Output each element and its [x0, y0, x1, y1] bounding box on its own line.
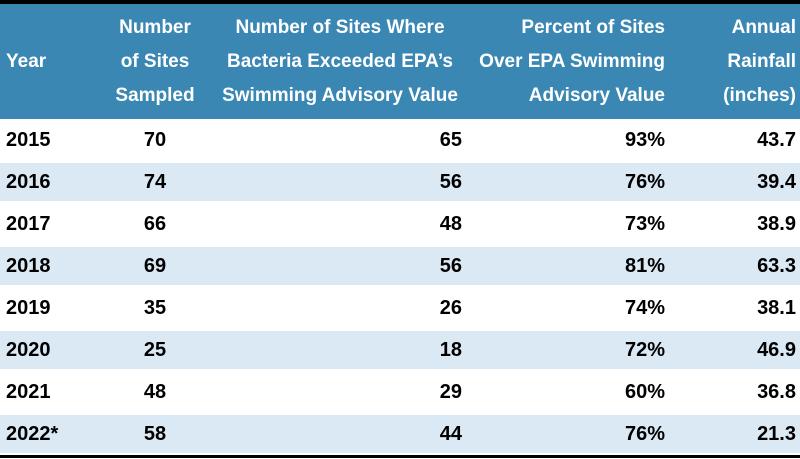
- table-row: 2016 74 56 76% 39.4: [0, 161, 800, 203]
- header-cell-sites-sampled: Number of Sites Sampled: [100, 4, 210, 119]
- header-line: (inches): [723, 84, 796, 106]
- table-row: 2015 70 65 93% 43.7: [0, 119, 800, 161]
- cell-sites-exceeded: 26: [439, 296, 462, 319]
- cell-percent-over: 81%: [624, 254, 665, 277]
- cell-annual-rainfall: 46.9: [757, 338, 796, 361]
- cell-annual-rainfall: 39.4: [757, 170, 796, 193]
- cell-percent-over: 93%: [624, 128, 665, 151]
- header-line: Over EPA Swimming: [479, 50, 665, 72]
- cell-percent-over: 76%: [624, 422, 665, 445]
- header-line: Swimming Advisory Value: [222, 84, 458, 106]
- table-row: 2021 48 29 60% 36.8: [0, 371, 800, 413]
- header-line: Annual: [731, 16, 796, 38]
- cell-sites-sampled: 35: [143, 296, 167, 319]
- cell-percent-over: 73%: [624, 212, 665, 235]
- cell-sites-exceeded: 44: [439, 422, 462, 445]
- table-row: 2019 35 26 74% 38.1: [0, 287, 800, 329]
- cell-year: 2020: [6, 338, 51, 361]
- cell-year: 2022*: [6, 422, 59, 445]
- cell-annual-rainfall: 43.7: [757, 128, 796, 151]
- header-line: Percent of Sites: [521, 16, 665, 38]
- cell-sites-exceeded: 56: [439, 254, 462, 277]
- cell-year: 2021: [6, 380, 51, 403]
- cell-sites-exceeded: 48: [439, 212, 462, 235]
- cell-annual-rainfall: 36.8: [757, 380, 796, 403]
- header-line: of Sites: [120, 50, 190, 72]
- cell-percent-over: 60%: [624, 380, 665, 403]
- cell-annual-rainfall: 38.9: [757, 212, 796, 235]
- cell-sites-sampled: 74: [143, 170, 167, 193]
- cell-sites-sampled: 69: [143, 254, 167, 277]
- cell-annual-rainfall: 21.3: [757, 422, 796, 445]
- cell-sites-sampled: 48: [143, 380, 167, 403]
- header-line: Number of Sites Where: [235, 16, 445, 38]
- header-line: Advisory Value: [528, 84, 665, 106]
- cell-year: 2015: [6, 128, 51, 151]
- cell-year: 2017: [6, 212, 51, 235]
- cell-annual-rainfall: 38.1: [757, 296, 796, 319]
- table-header-row: Year Number of Sites Sampled Number of S…: [0, 4, 800, 119]
- cell-year: 2016: [6, 170, 51, 193]
- cell-sites-exceeded: 65: [439, 128, 462, 151]
- table-row: 2022* 58 44 76% 21.3: [0, 413, 800, 455]
- header-line: Year: [6, 50, 47, 72]
- cell-percent-over: 76%: [624, 170, 665, 193]
- header-line: Bacteria Exceeded EPA’s: [226, 50, 453, 72]
- cell-sites-exceeded: 29: [439, 380, 462, 403]
- cell-percent-over: 74%: [624, 296, 665, 319]
- header-cell-annual-rainfall: Annual Rainfall (inches): [670, 4, 800, 119]
- cell-sites-sampled: 58: [143, 422, 167, 445]
- header-cell-sites-exceeded: Number of Sites Where Bacteria Exceeded …: [210, 4, 470, 119]
- table-row: 2017 66 48 73% 38.9: [0, 203, 800, 245]
- header-line: Sampled: [115, 84, 195, 106]
- cell-sites-exceeded: 18: [439, 338, 462, 361]
- header-line: Rainfall: [727, 50, 796, 72]
- cell-year: 2018: [6, 254, 51, 277]
- cell-percent-over: 72%: [624, 338, 665, 361]
- cell-sites-sampled: 25: [143, 338, 167, 361]
- cell-sites-sampled: 70: [143, 128, 167, 151]
- table-row: 2020 25 18 72% 46.9: [0, 329, 800, 371]
- cell-annual-rainfall: 63.3: [757, 254, 796, 277]
- header-cell-percent-over: Percent of Sites Over EPA Swimming Advis…: [470, 4, 670, 119]
- cell-sites-exceeded: 56: [439, 170, 462, 193]
- table-row: 2018 69 56 81% 63.3: [0, 245, 800, 287]
- header-cell-year: Year: [0, 4, 100, 119]
- cell-sites-sampled: 66: [143, 212, 167, 235]
- header-line: Number: [119, 16, 191, 38]
- cell-year: 2019: [6, 296, 51, 319]
